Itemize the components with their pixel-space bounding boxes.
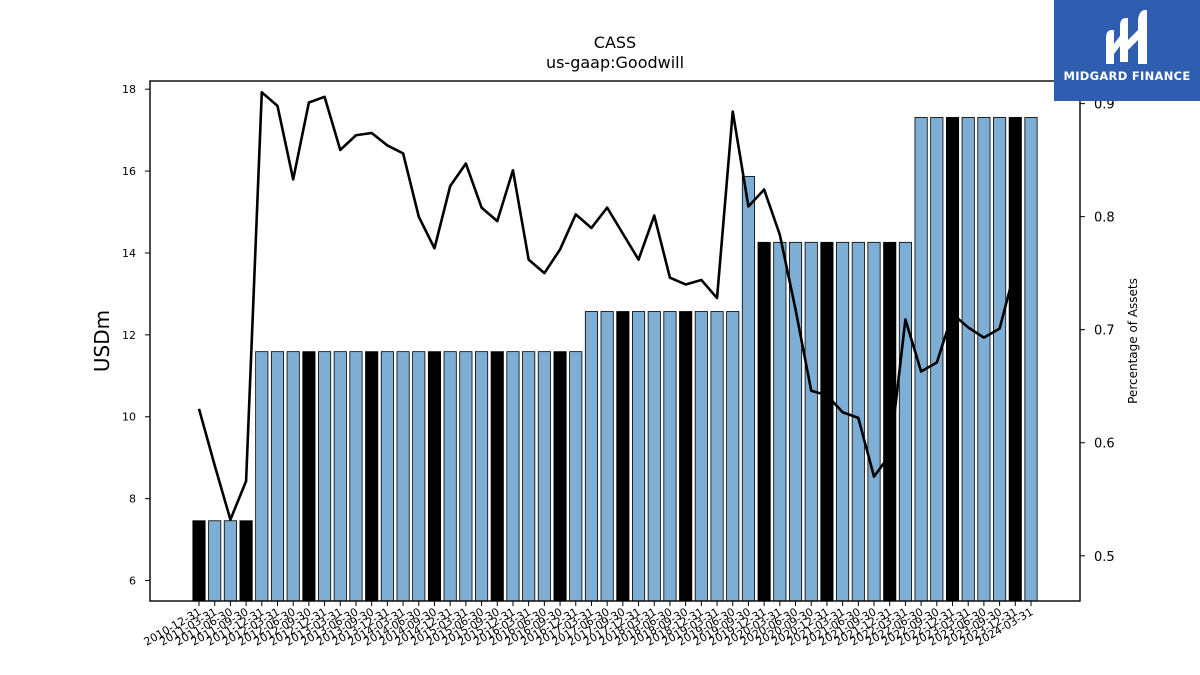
bar xyxy=(679,311,693,602)
bar xyxy=(773,241,787,602)
bar xyxy=(286,351,300,602)
bar xyxy=(726,311,740,602)
bar xyxy=(255,351,269,602)
y-tick-label: 8 xyxy=(129,493,136,506)
bar xyxy=(208,520,222,602)
y2-tick-label: 0.9 xyxy=(1094,98,1115,113)
bar xyxy=(836,241,850,602)
y2-axis-label: Percentage of Assets xyxy=(1126,278,1140,404)
bar xyxy=(788,241,803,602)
bar xyxy=(537,351,551,602)
y2-tick-label: 0.7 xyxy=(1094,324,1115,339)
y2-tick-label: 0.6 xyxy=(1094,437,1115,452)
bar xyxy=(365,351,379,602)
bar xyxy=(192,520,206,602)
bar xyxy=(553,351,567,602)
bar xyxy=(349,351,363,602)
midgard-logo-icon xyxy=(1106,10,1147,64)
bar xyxy=(333,351,347,602)
bar xyxy=(616,311,630,602)
bar xyxy=(741,175,755,602)
bar xyxy=(490,351,504,602)
midgard-logo: MIDGARD FINANCE xyxy=(1054,0,1200,101)
bar xyxy=(647,311,661,602)
bar xyxy=(1008,117,1022,602)
bar xyxy=(710,311,724,602)
bar xyxy=(396,351,410,602)
y-tick-label: 18 xyxy=(122,83,136,96)
bar xyxy=(223,520,237,602)
bar xyxy=(977,117,991,602)
bar xyxy=(961,117,975,602)
chart-title: CASS xyxy=(593,33,637,52)
y2-tick-label: 0.5 xyxy=(1094,550,1115,565)
bar xyxy=(318,351,332,602)
y2-tick-label: 0.8 xyxy=(1094,211,1115,226)
y-tick-label: 14 xyxy=(122,247,136,260)
bar xyxy=(993,117,1007,602)
y-axis-label: USDm xyxy=(90,310,114,372)
bar xyxy=(443,351,457,602)
bar xyxy=(239,520,253,602)
y-tick-label: 16 xyxy=(122,165,136,178)
bar xyxy=(663,311,677,602)
y-tick-label: 10 xyxy=(122,411,136,424)
bar xyxy=(475,351,489,602)
bar xyxy=(804,241,818,602)
bar xyxy=(584,311,598,602)
bar xyxy=(600,311,614,602)
chart-subtitle: us-gaap:Goodwill xyxy=(545,53,685,72)
bar xyxy=(867,241,881,602)
bar xyxy=(945,117,960,602)
bar xyxy=(427,351,442,602)
bar xyxy=(302,351,316,602)
bar xyxy=(1024,117,1038,602)
bar xyxy=(412,351,426,602)
bar xyxy=(380,351,394,602)
bar xyxy=(757,241,771,602)
axes-frame xyxy=(149,80,1081,602)
bar xyxy=(694,311,708,602)
bar xyxy=(820,241,834,602)
bar xyxy=(632,311,646,602)
bar xyxy=(522,351,536,602)
bar xyxy=(506,351,520,602)
y-tick-label: 12 xyxy=(122,329,136,342)
y-tick-label: 6 xyxy=(129,575,136,588)
bar xyxy=(459,351,473,602)
bar xyxy=(898,241,912,602)
logo-text: MIDGARD FINANCE xyxy=(1063,69,1191,83)
bar xyxy=(569,351,583,602)
bar xyxy=(270,351,285,602)
series-line xyxy=(197,91,1017,521)
